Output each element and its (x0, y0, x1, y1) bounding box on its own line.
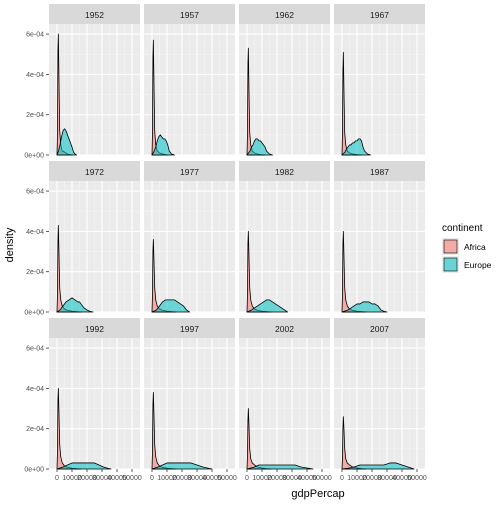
legend-label-africa: Africa (464, 242, 486, 252)
y-tick-label: 0e+00 (24, 310, 44, 317)
facet-strip (144, 4, 235, 24)
density-area-europe (246, 138, 273, 156)
x-tick-label: 30000 (187, 475, 207, 482)
y-tick-label: 2e-04 (26, 269, 44, 276)
x-tick-label: 10000 (62, 475, 82, 482)
facet-strip (334, 4, 425, 24)
x-tick-label: 30000 (92, 475, 112, 482)
facet-strip-label: 1987 (370, 167, 389, 177)
y-tick-label: 2e-04 (26, 112, 44, 119)
facet-strip-label: 1977 (180, 167, 199, 177)
x-tick-label: 30000 (377, 475, 397, 482)
x-tick-label: 0 (340, 475, 344, 482)
x-tick-label: 20000 (172, 475, 192, 482)
x-tick-label: 50000 (312, 475, 332, 482)
facet-strip-label: 1962 (275, 10, 294, 20)
legend-key-africa (443, 239, 458, 254)
x-tick-label: 40000 (202, 475, 222, 482)
facet-strip-label: 1967 (370, 10, 389, 20)
facet-strip-label: 1957 (180, 10, 199, 20)
x-tick-label: 50000 (122, 475, 142, 482)
density-area-europe (246, 299, 288, 313)
y-tick-label: 6e-04 (26, 346, 44, 353)
x-tick-label: 50000 (407, 475, 427, 482)
density-area-europe (56, 297, 94, 313)
facet-strip-label: 1952 (85, 10, 104, 20)
facet-strip-label: 1972 (85, 167, 104, 177)
x-tick-label: 20000 (362, 475, 382, 482)
density-area-europe (56, 462, 112, 470)
facet-strip-label: 2007 (370, 324, 389, 334)
facet-strip (49, 4, 140, 24)
density-area-europe (151, 462, 213, 470)
y-tick-label: 4e-04 (26, 72, 44, 79)
y-tick-label: 0e+00 (24, 153, 44, 160)
facet-strip-label: 2002 (275, 324, 294, 334)
facet-strip (144, 161, 235, 181)
facet-strip (239, 318, 330, 338)
facet-strip (144, 318, 235, 338)
x-tick-label: 40000 (297, 475, 317, 482)
y-tick-label: 4e-04 (26, 386, 44, 393)
y-tick-label: 2e-04 (26, 426, 44, 433)
x-tick-label: 40000 (107, 475, 127, 482)
y-tick-label: 0e+00 (24, 467, 44, 474)
legend-label-europe: Europe (464, 260, 492, 270)
y-tick-label: 6e-04 (26, 32, 44, 39)
facet-strip (49, 161, 140, 181)
facet-strip-label: 1992 (85, 324, 104, 334)
density-area-europe (341, 301, 388, 313)
y-tick-label: 6e-04 (26, 189, 44, 196)
y-axis-title: density (4, 227, 16, 262)
density-area-europe (341, 138, 371, 156)
facet-strip (334, 161, 425, 181)
x-tick-label: 0 (245, 475, 249, 482)
x-tick-label: 20000 (77, 475, 97, 482)
x-tick-label: 10000 (157, 475, 177, 482)
facet-strip (49, 318, 140, 338)
density-area-europe (151, 299, 190, 313)
x-tick-label: 10000 (347, 475, 367, 482)
facet-strip-label: 1982 (275, 167, 294, 177)
density-area-europe (56, 128, 77, 156)
x-tick-label: 40000 (392, 475, 412, 482)
facet-strip (334, 318, 425, 338)
x-axis-title: gdpPercap (291, 488, 344, 500)
x-tick-label: 20000 (267, 475, 287, 482)
density-area-europe (341, 462, 415, 470)
x-tick-label: 50000 (217, 475, 237, 482)
density-area-europe (151, 134, 175, 156)
x-tick-label: 30000 (282, 475, 302, 482)
x-tick-label: 0 (150, 475, 154, 482)
density-area-europe (246, 464, 314, 470)
facet-strip (239, 4, 330, 24)
legend-key-europe (443, 257, 458, 272)
x-tick-label: 10000 (252, 475, 272, 482)
legend-title: continent (442, 223, 483, 234)
x-tick-label: 0 (55, 475, 59, 482)
facet-strip-label: 1997 (180, 324, 199, 334)
y-tick-label: 4e-04 (26, 229, 44, 236)
facet-strip (239, 161, 330, 181)
